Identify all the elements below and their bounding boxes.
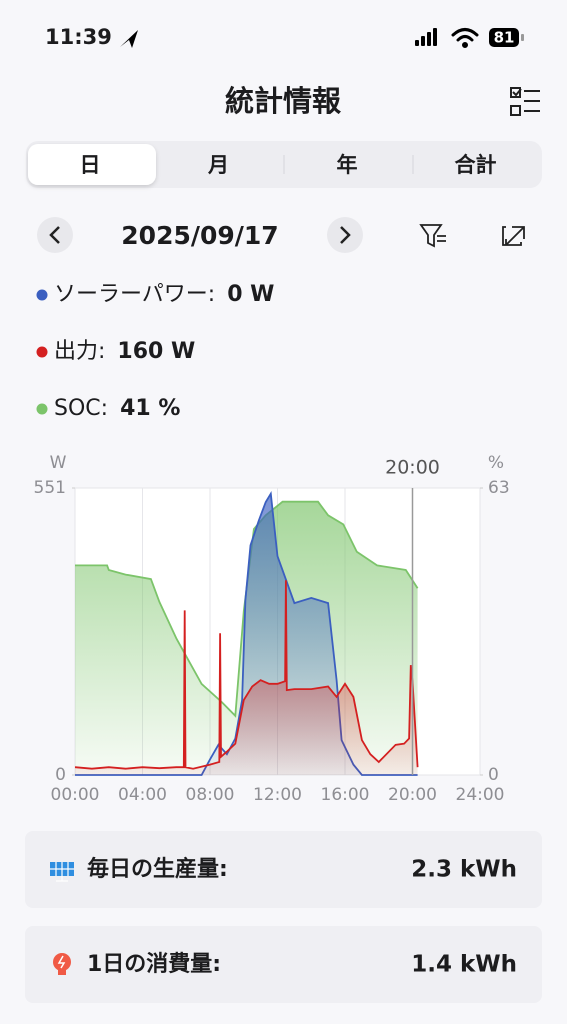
bulb-icon bbox=[53, 953, 71, 975]
legend-value: 160 W bbox=[117, 339, 195, 364]
date: 2025/09/17 bbox=[121, 221, 278, 250]
legend-dot bbox=[36, 346, 48, 358]
summary-label: 1日の消費量: bbox=[87, 952, 221, 977]
area-fill bbox=[75, 580, 418, 775]
tab-label[interactable]: 年 bbox=[337, 153, 358, 177]
prev-date-button[interactable] bbox=[37, 217, 73, 253]
tab-label[interactable]: 日 bbox=[80, 153, 101, 177]
y2-tick-label: 0 bbox=[488, 765, 499, 785]
legend-label: 出力: bbox=[54, 339, 105, 364]
x-tick-label: 24:00 bbox=[456, 785, 505, 805]
location-icon bbox=[120, 30, 138, 48]
status-time: 11:39 bbox=[45, 25, 112, 49]
tab-label[interactable]: 月 bbox=[207, 153, 229, 177]
prev-icon bbox=[49, 226, 60, 244]
wifi-icon bbox=[451, 28, 479, 48]
filter-button[interactable] bbox=[419, 224, 446, 248]
cursor-label: 20:00 bbox=[385, 457, 440, 479]
page-title: 統計情報 bbox=[225, 84, 342, 118]
legend-dot bbox=[36, 289, 48, 301]
x-tick-label: 08:00 bbox=[186, 785, 235, 805]
legend-value: 0 W bbox=[227, 282, 274, 307]
series-line bbox=[74, 580, 419, 770]
legend-label: SOC: bbox=[54, 396, 108, 421]
x-tick-label: 04:00 bbox=[118, 785, 167, 805]
x-tick-label: 16:00 bbox=[321, 785, 370, 805]
x-tick-label: 12:00 bbox=[253, 785, 302, 805]
summary-card bbox=[25, 926, 542, 1003]
summary-card bbox=[25, 831, 542, 908]
tab-label[interactable]: 合計 bbox=[455, 153, 497, 177]
x-tick-label: 20:00 bbox=[388, 785, 437, 805]
series-line bbox=[75, 500, 419, 718]
tab-selected bbox=[28, 144, 156, 185]
solar-panel-icon bbox=[50, 862, 74, 882]
next-icon bbox=[340, 226, 351, 244]
legend-value: 41 % bbox=[120, 396, 180, 421]
legend-dot bbox=[36, 403, 48, 415]
expand-button[interactable] bbox=[502, 226, 525, 246]
list-settings-button[interactable] bbox=[510, 87, 540, 116]
legend-label: ソーラーパワー: bbox=[54, 282, 215, 307]
y2-axis-label: % bbox=[488, 453, 504, 473]
y-tick-label: 551 bbox=[34, 478, 66, 498]
y-tick-label: 0 bbox=[55, 765, 66, 785]
y-axis-label: W bbox=[50, 453, 67, 473]
next-date-button[interactable] bbox=[327, 217, 363, 253]
battery-level: 81 bbox=[494, 29, 515, 47]
signal-icon bbox=[415, 28, 437, 46]
summary-value: 2.3 kWh bbox=[411, 857, 517, 883]
battery bbox=[489, 28, 519, 47]
x-tick-label: 00:00 bbox=[51, 785, 100, 805]
battery-cap bbox=[521, 34, 524, 41]
y2-tick-label: 63 bbox=[488, 478, 510, 498]
summary-label: 毎日の生産量: bbox=[87, 856, 228, 882]
summary-value: 1.4 kWh bbox=[411, 952, 517, 978]
